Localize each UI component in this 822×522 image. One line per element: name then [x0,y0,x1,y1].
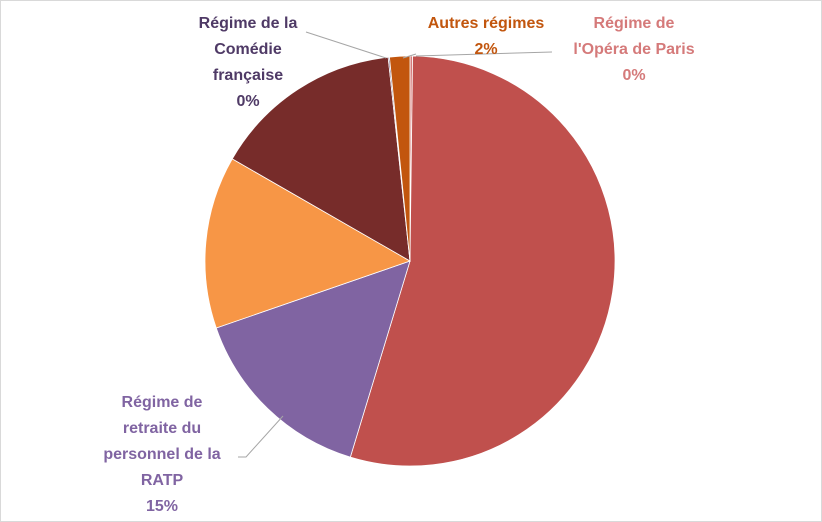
data-label-0: Régime de l'Opéra de Paris 0% [573,15,694,84]
data-label-5: Régime de la Comédie française 0% [199,15,298,110]
leader-line-2 [238,415,284,458]
leader-lines [238,31,553,458]
data-labels: Régime de l'Opéra de Paris 0% Régime de retr… [103,15,694,515]
pie-slice-3 [204,158,411,329]
data-label-6: Autres régimes 2% [428,15,545,58]
pie-slices [204,55,616,467]
pie-slice-4 [231,56,411,262]
pie-slice-2 [215,260,411,458]
data-label-2: Régime de retraite du personnel de la RATP 1… [103,394,220,515]
leader-line-6 [402,53,417,59]
pie-slice-1 [349,55,616,467]
leader-line-5 [305,31,387,59]
leader-line-0 [415,51,553,57]
